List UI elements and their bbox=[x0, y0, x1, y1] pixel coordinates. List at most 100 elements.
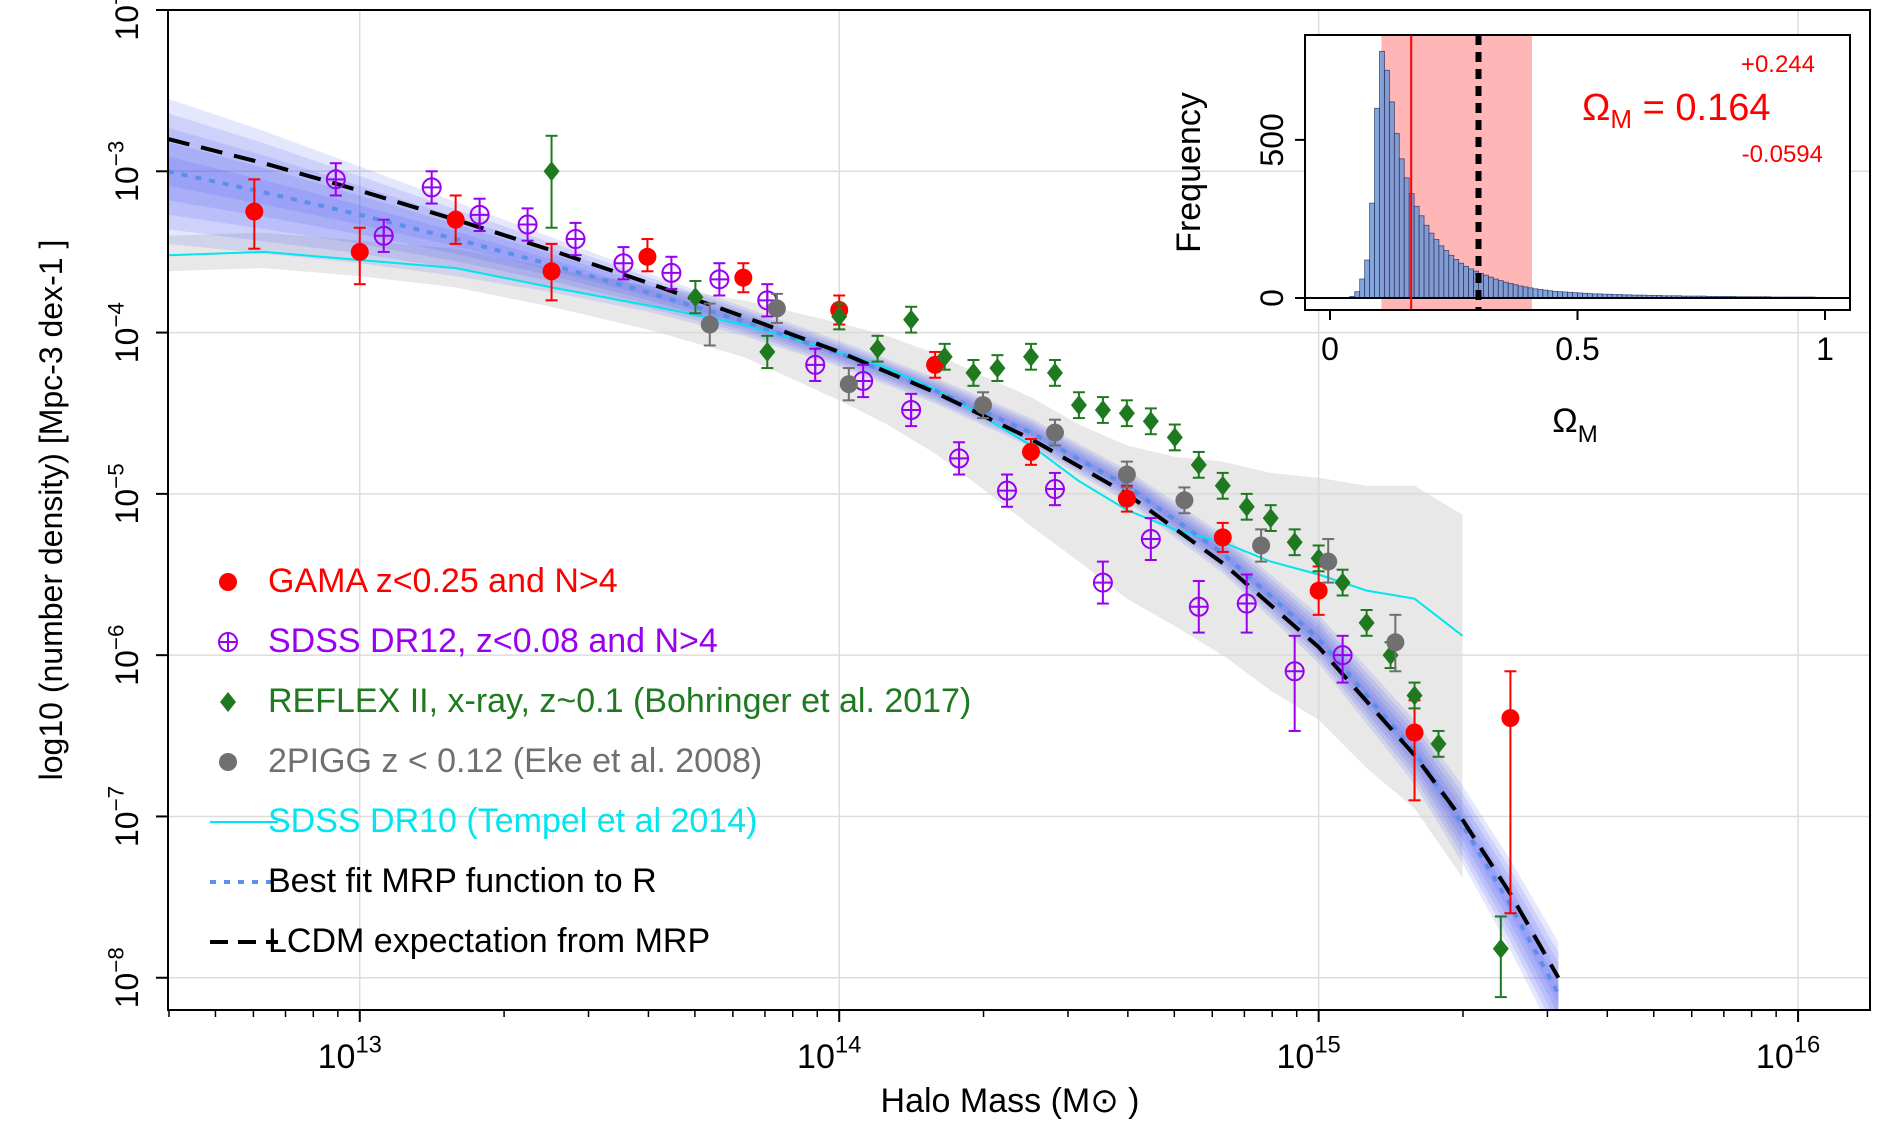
y-tick-label-3-exponent: −5 bbox=[104, 463, 129, 489]
point-0-11 bbox=[1309, 581, 1328, 600]
y-tick-label-group-0: 10−2 bbox=[104, 0, 145, 41]
best-fit-lower-error: -0.0594 bbox=[1742, 141, 1823, 168]
inset-x-title: ΩM bbox=[1552, 402, 1597, 448]
posterior-layer-5 bbox=[168, 98, 1559, 1010]
histogram-bar-21 bbox=[1453, 259, 1460, 299]
point-2-12 bbox=[1094, 400, 1111, 420]
y-tick-label-6-exponent: −8 bbox=[104, 947, 129, 973]
point-cross-1-5 bbox=[566, 230, 585, 249]
histogram-bar-31 bbox=[1502, 281, 1509, 299]
y-tick-label-group-1: 10−3 bbox=[104, 141, 145, 202]
point-3-2 bbox=[839, 375, 858, 394]
histogram-bar-10 bbox=[1398, 158, 1405, 299]
legend-marker-cross-1 bbox=[219, 633, 237, 651]
point-2-15 bbox=[1166, 427, 1183, 448]
point-2-27 bbox=[1492, 938, 1509, 959]
legend-label-6: LCDM expectation from MRP bbox=[268, 922, 710, 960]
inset-x-title-omega: Ω bbox=[1552, 402, 1577, 440]
y-tick-label-4-exponent: −6 bbox=[104, 625, 129, 651]
plot-contents bbox=[168, 98, 1561, 1010]
point-cross-1-17 bbox=[1141, 530, 1160, 549]
point-2-13 bbox=[1118, 403, 1135, 424]
point-2-9 bbox=[1022, 346, 1039, 367]
y-tick-label-2: 10−4 bbox=[104, 302, 145, 363]
point-0-10 bbox=[1213, 528, 1232, 547]
point-2-0 bbox=[543, 161, 560, 182]
series-1 bbox=[325, 162, 1353, 732]
legend-label-2: REFLEX II, x-ray, z~0.1 (Bohringer et al… bbox=[268, 682, 971, 720]
point-2-14 bbox=[1142, 411, 1159, 432]
point-2-22 bbox=[1334, 572, 1351, 593]
series-3 bbox=[700, 292, 1405, 673]
histogram-bar-9 bbox=[1393, 133, 1400, 299]
point-0-3 bbox=[542, 262, 561, 281]
y-tick-label-1-exponent: −3 bbox=[104, 141, 129, 167]
axis-ticks: 101310141015101610−210−310−410−510−610−7… bbox=[104, 0, 1821, 1076]
best-fit-upper-error: +0.244 bbox=[1741, 51, 1815, 78]
point-0-0 bbox=[245, 202, 264, 221]
point-0-9 bbox=[1117, 489, 1136, 508]
point-cross-1-12 bbox=[902, 401, 921, 419]
point-0-5 bbox=[734, 268, 753, 287]
histogram-bar-39 bbox=[1542, 289, 1549, 299]
legend-label-3: 2PIGG z < 0.12 (Eke et al. 2008) bbox=[268, 742, 762, 780]
y-tick-label-2-exponent: −4 bbox=[104, 302, 129, 328]
histogram-bar-16 bbox=[1428, 232, 1435, 299]
point-cross-1-16 bbox=[1093, 573, 1112, 592]
point-cross-1-8 bbox=[710, 270, 729, 289]
histogram-bar-15 bbox=[1423, 224, 1430, 299]
point-2-25 bbox=[1406, 685, 1423, 706]
point-0-4 bbox=[638, 247, 657, 266]
point-2-5 bbox=[903, 309, 920, 330]
histogram-bar-20 bbox=[1448, 254, 1455, 299]
point-3-9 bbox=[1386, 633, 1405, 652]
histogram-bar-40 bbox=[1547, 290, 1554, 299]
histogram-bar-35 bbox=[1522, 286, 1529, 299]
y-tick-label-group-4: 10−6 bbox=[104, 625, 145, 686]
legend-label-0: GAMA z<0.25 and N>4 bbox=[268, 562, 618, 600]
point-2-2 bbox=[759, 341, 776, 362]
series-2 bbox=[543, 134, 1509, 999]
point-0-2 bbox=[446, 210, 465, 229]
histogram-bar-38 bbox=[1537, 289, 1544, 299]
histogram-bar-23 bbox=[1463, 265, 1470, 299]
point-2-17 bbox=[1214, 475, 1231, 496]
point-cross-1-10 bbox=[806, 355, 825, 374]
point-2-6 bbox=[936, 346, 953, 367]
histogram-bar-33 bbox=[1512, 284, 1519, 299]
legend-marker-2 bbox=[220, 692, 236, 712]
y-tick-label-2-base: 10 bbox=[109, 328, 145, 364]
histogram-bar-19 bbox=[1443, 250, 1450, 299]
legend-marker-3 bbox=[219, 753, 237, 771]
histogram-bar-14 bbox=[1418, 215, 1425, 299]
point-0-8 bbox=[1021, 442, 1040, 461]
histogram-bar-4 bbox=[1369, 202, 1375, 299]
x-tick-label-2-base: 10 bbox=[1276, 1038, 1314, 1076]
x-tick-label-2: 1015 bbox=[1276, 1032, 1340, 1076]
point-2-1 bbox=[687, 287, 704, 308]
histogram-bar-17 bbox=[1433, 239, 1440, 299]
y-axis-title: log10 (number density) [Mpc-3 dex-1 ] bbox=[33, 240, 69, 781]
point-2-19 bbox=[1262, 508, 1279, 529]
histogram-bar-29 bbox=[1492, 278, 1499, 299]
point-2-8 bbox=[989, 358, 1006, 379]
plot-frame bbox=[167, 9, 1871, 1011]
legend-label-5: Best fit MRP function to R bbox=[268, 862, 657, 900]
point-cross-1-6 bbox=[614, 254, 633, 273]
point-cross-1-19 bbox=[1237, 594, 1256, 613]
histogram-bar-18 bbox=[1438, 245, 1445, 299]
y-tick-label-0-base: 10 bbox=[109, 5, 145, 41]
inset-y-title: Frequency bbox=[1170, 92, 1208, 253]
best-fit-omega-sub: M bbox=[1610, 104, 1632, 134]
inset-y-title-group: Frequency bbox=[1170, 92, 1208, 253]
legend: GAMA z<0.25 and N>4 SDSS DR12, z<0.08 and… bbox=[210, 562, 971, 960]
point-2-10 bbox=[1046, 362, 1063, 383]
y-tick-label-3-base: 10 bbox=[109, 489, 145, 525]
inset-y-tick-label-1: 500 bbox=[1254, 113, 1290, 166]
inset-y-tick-label-0: 0 bbox=[1254, 289, 1290, 307]
point-2-3 bbox=[831, 306, 848, 327]
point-2-18 bbox=[1238, 496, 1255, 517]
y-tick-label-group-6: 10−8 bbox=[104, 947, 145, 1008]
point-3-4 bbox=[1045, 423, 1064, 442]
x-tick-label-3: 1016 bbox=[1756, 1032, 1820, 1076]
